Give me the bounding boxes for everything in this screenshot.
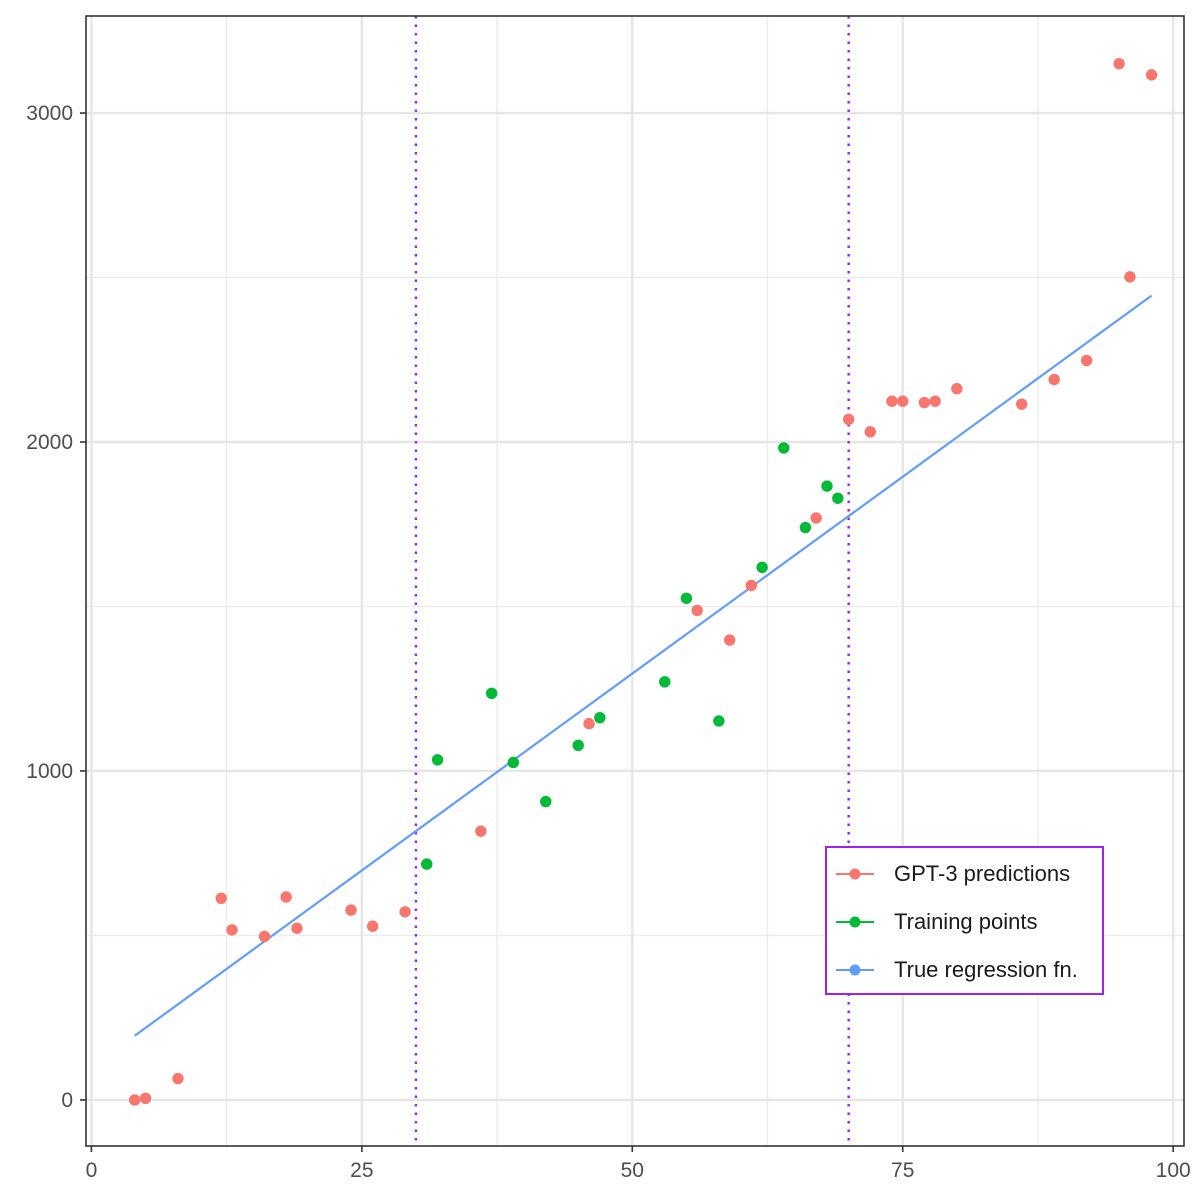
- data-point: [864, 426, 876, 438]
- data-point: [485, 687, 498, 700]
- data-point: [799, 521, 812, 534]
- legend-entry-training: Training points: [836, 909, 1037, 934]
- data-point: [821, 480, 833, 492]
- data-point: [475, 825, 487, 837]
- reference-lines: [414, 16, 850, 1146]
- data-point: [886, 395, 898, 407]
- legend-label: Training points: [894, 909, 1037, 934]
- data-point: [399, 906, 411, 918]
- y-tick-label: 2000: [26, 431, 73, 454]
- data-point: [659, 676, 671, 688]
- data-point: [280, 891, 292, 903]
- data-point: [139, 1092, 152, 1104]
- data-point: [918, 396, 931, 409]
- x-tick-label: 25: [350, 1159, 373, 1182]
- data-point: [842, 413, 855, 426]
- data-point: [366, 920, 379, 932]
- plot-border: [85, 15, 1185, 1147]
- data-series: [128, 58, 1158, 1106]
- legend-key-dot: [849, 964, 861, 976]
- series-training-points: [421, 442, 844, 870]
- series-gpt-3-predictions: [128, 58, 1158, 1106]
- data-point: [680, 592, 693, 604]
- x-tick-label: 50: [621, 1159, 644, 1182]
- x-tick-label: 75: [891, 1159, 914, 1182]
- data-point: [172, 1072, 184, 1085]
- data-point: [832, 492, 844, 504]
- data-point: [583, 717, 595, 730]
- data-point: [1124, 271, 1136, 283]
- grid-lines: [86, 16, 1184, 1146]
- data-point: [291, 922, 303, 934]
- data-point: [540, 795, 552, 808]
- data-point: [594, 711, 606, 724]
- data-point: [723, 634, 736, 646]
- data-point: [572, 739, 584, 752]
- legend-label: GPT-3 predictions: [894, 861, 1070, 886]
- data-point: [745, 579, 757, 592]
- data-point: [1113, 58, 1125, 70]
- legend-entry-regression: True regression fn.: [836, 957, 1078, 982]
- y-tick-label: 3000: [26, 102, 73, 125]
- data-point: [691, 604, 703, 617]
- data-point: [1080, 354, 1093, 367]
- y-tick-label: 1000: [26, 760, 73, 783]
- data-point: [431, 754, 444, 766]
- legend: GPT-3 predictions Training points True r…: [825, 846, 1104, 995]
- regression-line: [134, 294, 1153, 1037]
- data-point: [215, 892, 227, 904]
- data-point: [421, 858, 433, 870]
- data-point: [128, 1094, 141, 1106]
- legend-key-dot: [849, 916, 861, 928]
- data-point: [507, 756, 520, 769]
- data-point: [951, 383, 963, 395]
- data-point: [713, 715, 725, 727]
- x-tick-label: 0: [86, 1159, 98, 1182]
- data-point: [345, 904, 357, 916]
- legend-key-dot: [849, 868, 861, 880]
- data-point: [929, 395, 941, 407]
- legend-label: True regression fn.: [894, 957, 1078, 982]
- legend-entry-gpt3: GPT-3 predictions: [836, 861, 1070, 886]
- data-point: [1016, 398, 1028, 410]
- data-point: [756, 561, 768, 574]
- data-point: [258, 930, 271, 943]
- data-point: [897, 395, 909, 407]
- data-point: [778, 442, 790, 454]
- data-point: [810, 512, 822, 524]
- data-point: [1145, 69, 1158, 81]
- y-tick-label: 0: [61, 1089, 73, 1112]
- data-point: [226, 924, 238, 936]
- x-tick-label: 100: [1156, 1159, 1191, 1182]
- data-point: [1048, 373, 1060, 386]
